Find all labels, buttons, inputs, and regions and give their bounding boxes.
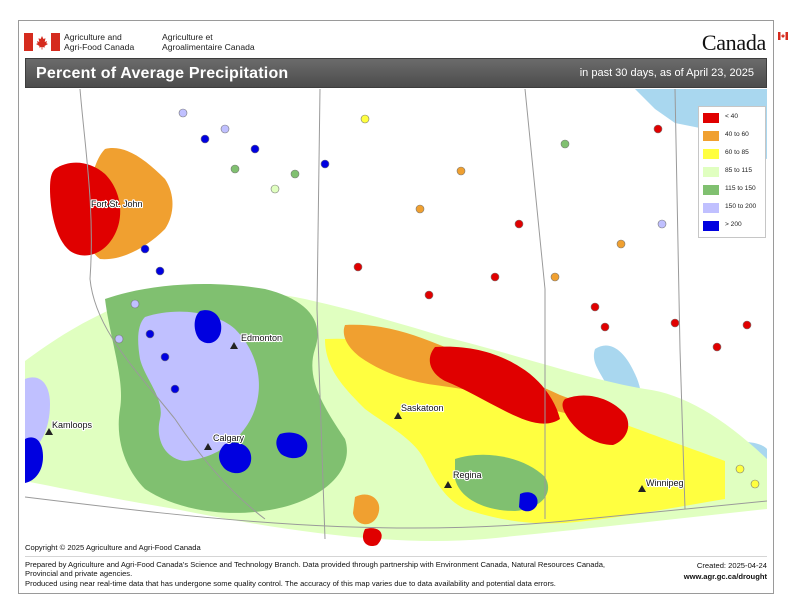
legend-swatch: [703, 203, 719, 213]
canada-flag-icon: [24, 33, 60, 51]
precipitation-fields: [25, 148, 767, 547]
prepared-by-text: Prepared by Agriculture and Agri-Food Ca…: [25, 560, 606, 579]
legend-item: 40 to 60: [703, 130, 763, 142]
svg-text:Saskatoon: Saskatoon: [401, 403, 444, 413]
legend-swatch: [703, 113, 719, 123]
legend-item: < 40: [703, 112, 763, 124]
legend-label: 40 to 60: [725, 131, 749, 138]
department-name-en: Agriculture and Agri-Food Canada: [64, 32, 135, 52]
city-kamloops: Kamloops: [45, 419, 94, 435]
precipitation-map: Fort St. John Edmonton Saskatoon Kamloop…: [25, 89, 767, 555]
city-fort-st-john: Fort St. John: [90, 198, 144, 210]
legend-label: 115 to 150: [725, 185, 756, 192]
legend-item: > 200: [703, 220, 763, 232]
created-date: Created: 2025-04-24: [696, 561, 767, 570]
city-edmonton: Edmonton: [230, 332, 283, 349]
city-saskatoon: Saskatoon: [394, 402, 445, 419]
map-title: Percent of Average Precipitation: [36, 65, 289, 82]
legend-swatch: [703, 221, 719, 231]
legend-swatch: [703, 149, 719, 159]
station-dots: [114, 108, 760, 489]
legend-label: 85 to 115: [725, 167, 753, 174]
legend-label: 60 to 85: [725, 149, 749, 156]
svg-text:Calgary: Calgary: [213, 433, 245, 443]
legend-label: 150 to 200: [725, 203, 757, 210]
source-url[interactable]: www.agr.gc.ca/drought: [683, 572, 767, 581]
map-legend: < 40 40 to 60 60 to 85 85 to 115 115 to …: [698, 106, 766, 238]
svg-text:Kamloops: Kamloops: [52, 420, 93, 430]
legend-swatch: [703, 167, 719, 177]
legend-item: 85 to 115: [703, 166, 763, 178]
svg-text:Winnipeg: Winnipeg: [646, 478, 684, 488]
province-boundaries: [25, 89, 767, 540]
footer-divider: [25, 556, 767, 557]
map-canvas: Fort St. John Edmonton Saskatoon Kamloop…: [25, 89, 767, 555]
title-bar: Percent of Average Precipitation in past…: [25, 58, 767, 88]
wordmark-flag-icon: [778, 32, 788, 40]
legend-swatch: [703, 185, 719, 195]
map-period: in past 30 days, as of April 23, 2025: [579, 67, 754, 79]
city-regina: Regina: [444, 469, 483, 488]
prepared-by-note: Prepared by Agriculture and Agri-Food Ca…: [25, 560, 635, 588]
canada-wordmark: Canada: [701, 30, 766, 55]
legend-label: > 200: [725, 221, 742, 228]
city-markers: Fort St. John Edmonton Saskatoon Kamloop…: [45, 198, 685, 492]
quality-note: Produced using near real-time data that …: [25, 578, 556, 588]
legend-label: < 40: [725, 113, 739, 120]
legend-swatch: [703, 131, 719, 141]
department-name-fr: Agriculture et Agroalimentaire Canada: [162, 32, 255, 52]
legend-item: 115 to 150: [703, 184, 763, 196]
legend-item: 150 to 200: [703, 202, 763, 214]
city-calgary: Calgary: [204, 432, 246, 450]
legend-item: 60 to 85: [703, 148, 763, 160]
svg-text:Edmonton: Edmonton: [241, 333, 282, 343]
city-winnipeg: Winnipeg: [638, 477, 685, 492]
svg-text:Fort St. John: Fort St. John: [91, 199, 143, 209]
svg-text:Regina: Regina: [453, 470, 482, 480]
copyright-notice: Copyright © 2025 Agriculture and Agri-Fo…: [25, 543, 201, 552]
